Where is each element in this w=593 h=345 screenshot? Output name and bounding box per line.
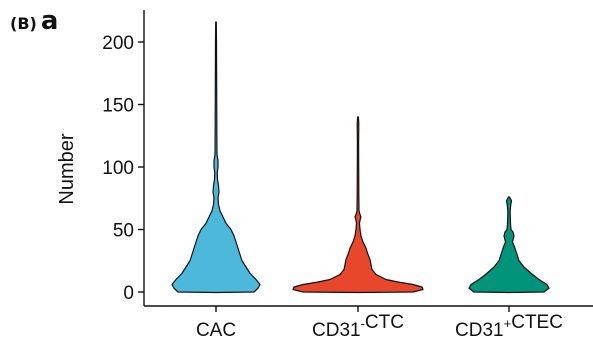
violin-cd31-ctc [292,116,424,294]
x-tick-label: CD31+CTEC [455,312,563,341]
panel-label: (B) a [10,6,58,36]
y-tick-label: 100 [102,158,134,179]
violin-cd31-ctec [468,196,550,294]
panel-label-letter: a [40,6,59,36]
violin-cac [171,21,261,294]
panel-label-paren: (B) [10,14,37,33]
y-tick-label: 150 [102,96,134,117]
x-tick-label: CAC [196,320,236,341]
y-tick-label: 50 [113,221,134,242]
y-axis-label: Number [56,133,78,204]
x-axis-ticks: CAC CD31-CTC CD31+CTEC [196,306,563,341]
y-tick-label: 0 [123,283,134,304]
y-axis-ticks: 0 50 100 150 200 [102,33,144,304]
y-tick-label: 200 [102,33,134,54]
x-tick-label: CD31-CTC [312,312,404,341]
violin-group [171,21,550,294]
